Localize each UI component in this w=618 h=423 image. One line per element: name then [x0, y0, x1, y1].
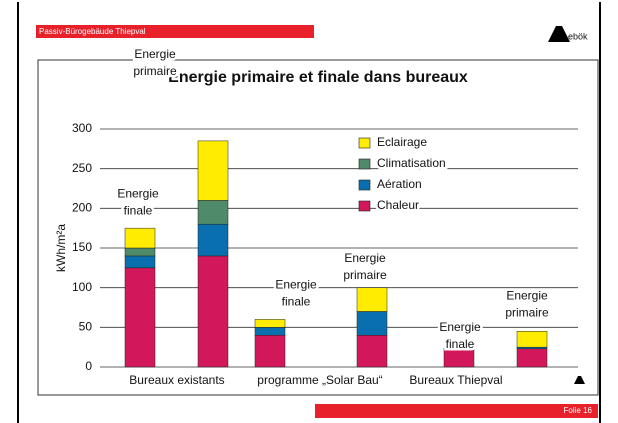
bar-segment: [124, 267, 156, 368]
bar-segment: [356, 287, 388, 312]
legend-label: Climatisation: [377, 156, 446, 170]
bar-segment: [197, 255, 229, 368]
footer-text: Folie 16: [564, 406, 593, 415]
bar-segment: [197, 140, 229, 201]
logo-mark: [548, 26, 570, 42]
header-text: Passiv-Bürogebäude Thiepval: [39, 27, 146, 36]
bar-label: finale: [282, 295, 311, 309]
y-tick-label: 300: [72, 121, 92, 135]
bar-segment: [443, 347, 475, 350]
bar-label: primaire: [505, 305, 549, 319]
legend-label: Chaleur: [377, 198, 419, 212]
x-group-label: Bureaux existants: [129, 373, 224, 387]
legend-swatch: [358, 137, 371, 149]
y-axis-label: kWh/m²a: [54, 224, 68, 272]
bar-segment: [197, 223, 229, 257]
y-tick-label: 0: [85, 359, 92, 373]
bar-segment: [356, 311, 388, 336]
bar-segment: [516, 331, 548, 348]
y-tick-label: 50: [79, 320, 93, 334]
bar-label: finale: [446, 337, 475, 351]
plot: 0 50 100 150 200 250 300 Energie finale Energie pr…: [72, 45, 578, 387]
bar-segment: [254, 327, 286, 336]
legend-swatch: [358, 200, 371, 212]
y-tick-label: 250: [72, 161, 92, 175]
bar-label: Energie: [344, 251, 386, 265]
x-group-label: programme „Solar Bau“: [257, 373, 382, 387]
logo-text: ebök: [568, 31, 588, 41]
chart-title: Energie primaire et finale dans bureaux: [168, 69, 468, 86]
bar-label: Energie: [439, 320, 481, 334]
legend-label: Eclairage: [377, 135, 427, 149]
bar-label: Energie: [275, 278, 317, 292]
bar-segment: [254, 335, 286, 368]
chart-frame: [37, 59, 599, 396]
bar-segment: [124, 247, 156, 257]
bar-label: Energie: [134, 47, 176, 61]
bar-segment: [356, 335, 388, 368]
legend-swatch: [358, 158, 371, 170]
bar-segment: [124, 255, 156, 269]
logo-mark: [574, 376, 585, 384]
bar-segment: [197, 200, 229, 225]
bar-label: Energie: [117, 186, 159, 200]
bar-label: primaire: [343, 268, 387, 282]
bar-segment: [254, 319, 286, 328]
y-tick-label: 100: [72, 280, 92, 294]
bar-label: Energie: [506, 288, 548, 302]
bar-segment: [443, 349, 475, 368]
footer-bar: [315, 404, 598, 418]
bar-label: primaire: [133, 64, 177, 78]
bar-segment: [516, 348, 548, 368]
x-group-label: Bureaux Thiepval: [409, 373, 502, 387]
y-tick-label: 200: [72, 201, 92, 215]
legend-label: Aération: [377, 177, 422, 191]
legend-swatch: [358, 179, 371, 191]
y-tick-label: 150: [72, 240, 92, 254]
bar-label: finale: [124, 203, 153, 217]
header-bar: [36, 25, 314, 38]
bar-segment: [124, 227, 156, 249]
